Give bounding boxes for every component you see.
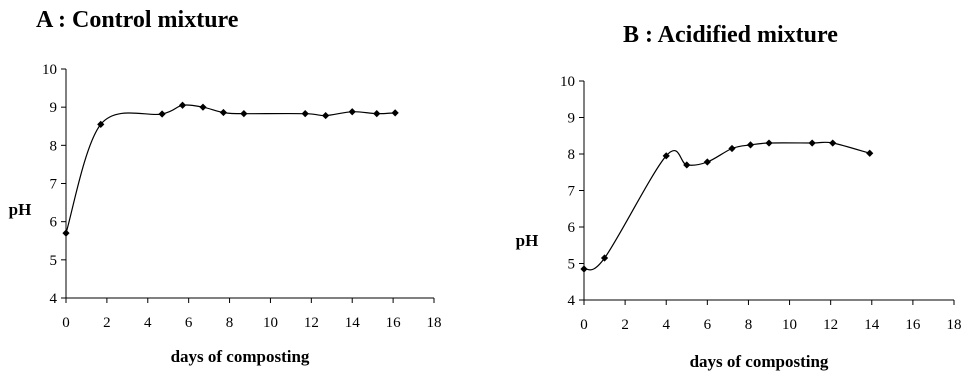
- x-tick-label: 6: [704, 317, 712, 333]
- y-tick-label: 5: [50, 253, 58, 269]
- data-point-marker: [199, 103, 207, 111]
- x-tick-label: 10: [263, 315, 278, 331]
- data-point-marker: [158, 110, 166, 118]
- x-tick-label: 0: [580, 317, 588, 333]
- x-tick-label: 0: [62, 315, 70, 331]
- x-tick-label: 14: [864, 317, 880, 333]
- y-tick-label: 8: [50, 138, 58, 154]
- chart-title: B : Acidified mixture: [623, 22, 838, 48]
- y-tick-label: 10: [42, 62, 57, 78]
- y-tick-label: 6: [50, 215, 58, 231]
- x-tick-label: 18: [947, 317, 962, 333]
- data-point-marker: [178, 101, 187, 109]
- y-axis-label: pH: [516, 231, 539, 250]
- x-tick-label: 4: [662, 317, 670, 333]
- series-line: [65, 104, 396, 234]
- data-point-marker: [348, 108, 356, 116]
- x-tick-label: 14: [345, 315, 361, 331]
- y-tick-label: 7: [568, 184, 576, 200]
- y-tick-label: 4: [568, 293, 576, 309]
- x-tick-label: 12: [304, 315, 319, 331]
- y-tick-label: 5: [568, 257, 576, 273]
- data-point-marker: [373, 110, 381, 118]
- y-tick-label: 7: [50, 177, 58, 193]
- y-tick-label: 9: [50, 100, 58, 116]
- y-axis-label: pH: [9, 200, 32, 219]
- chart-panel-a: A : Control mixture 4 5 6 7 8 9 10 0 2 4 6 8 10 12 14 16…: [9, 7, 442, 366]
- x-tick-label: 16: [905, 317, 921, 333]
- x-tick-label: 12: [823, 317, 838, 333]
- chart-title: A : Control mixture: [36, 7, 239, 33]
- x-tick-label: 6: [185, 315, 193, 331]
- data-point-marker: [728, 144, 736, 153]
- data-point-marker: [322, 111, 330, 120]
- data-point-marker: [746, 141, 755, 149]
- data-point-marker: [600, 254, 609, 262]
- y-tick-label: 6: [568, 220, 576, 236]
- data-point-marker: [765, 139, 773, 147]
- data-point-marker: [391, 109, 399, 117]
- data-point-marker: [683, 161, 691, 169]
- data-point-marker: [703, 158, 711, 166]
- data-point-marker: [808, 139, 816, 147]
- x-tick-label: 18: [427, 315, 442, 331]
- x-tick-label: 10: [782, 317, 797, 333]
- data-point-marker: [866, 149, 874, 157]
- x-tick-label: 16: [386, 315, 402, 331]
- chart-panel-b: B : Acidified mixture 4 5 6 7 8 9 10 0 2 4 6 8 10 12 14…: [516, 22, 962, 371]
- y-tick-label: 8: [568, 147, 576, 163]
- x-tick-label: 4: [144, 315, 152, 331]
- data-point-marker: [219, 108, 228, 117]
- data-point-marker: [662, 152, 670, 160]
- x-tick-label: 2: [103, 315, 111, 331]
- x-tick-label: 8: [226, 315, 234, 331]
- x-tick-label: 8: [745, 317, 753, 333]
- data-point-marker: [829, 139, 837, 147]
- data-point-marker: [301, 110, 309, 118]
- x-tick-label: 2: [621, 317, 629, 333]
- data-point-marker: [240, 110, 248, 118]
- y-tick-label: 10: [560, 74, 575, 90]
- y-tick-label: 4: [50, 291, 58, 307]
- series-line: [583, 141, 870, 271]
- data-point-marker: [580, 265, 588, 273]
- data-point-marker: [62, 229, 70, 237]
- x-axis-label: days of composting: [171, 347, 310, 366]
- y-tick-label: 9: [568, 111, 576, 127]
- data-point-marker: [97, 120, 105, 128]
- x-axis-label: days of composting: [690, 352, 829, 371]
